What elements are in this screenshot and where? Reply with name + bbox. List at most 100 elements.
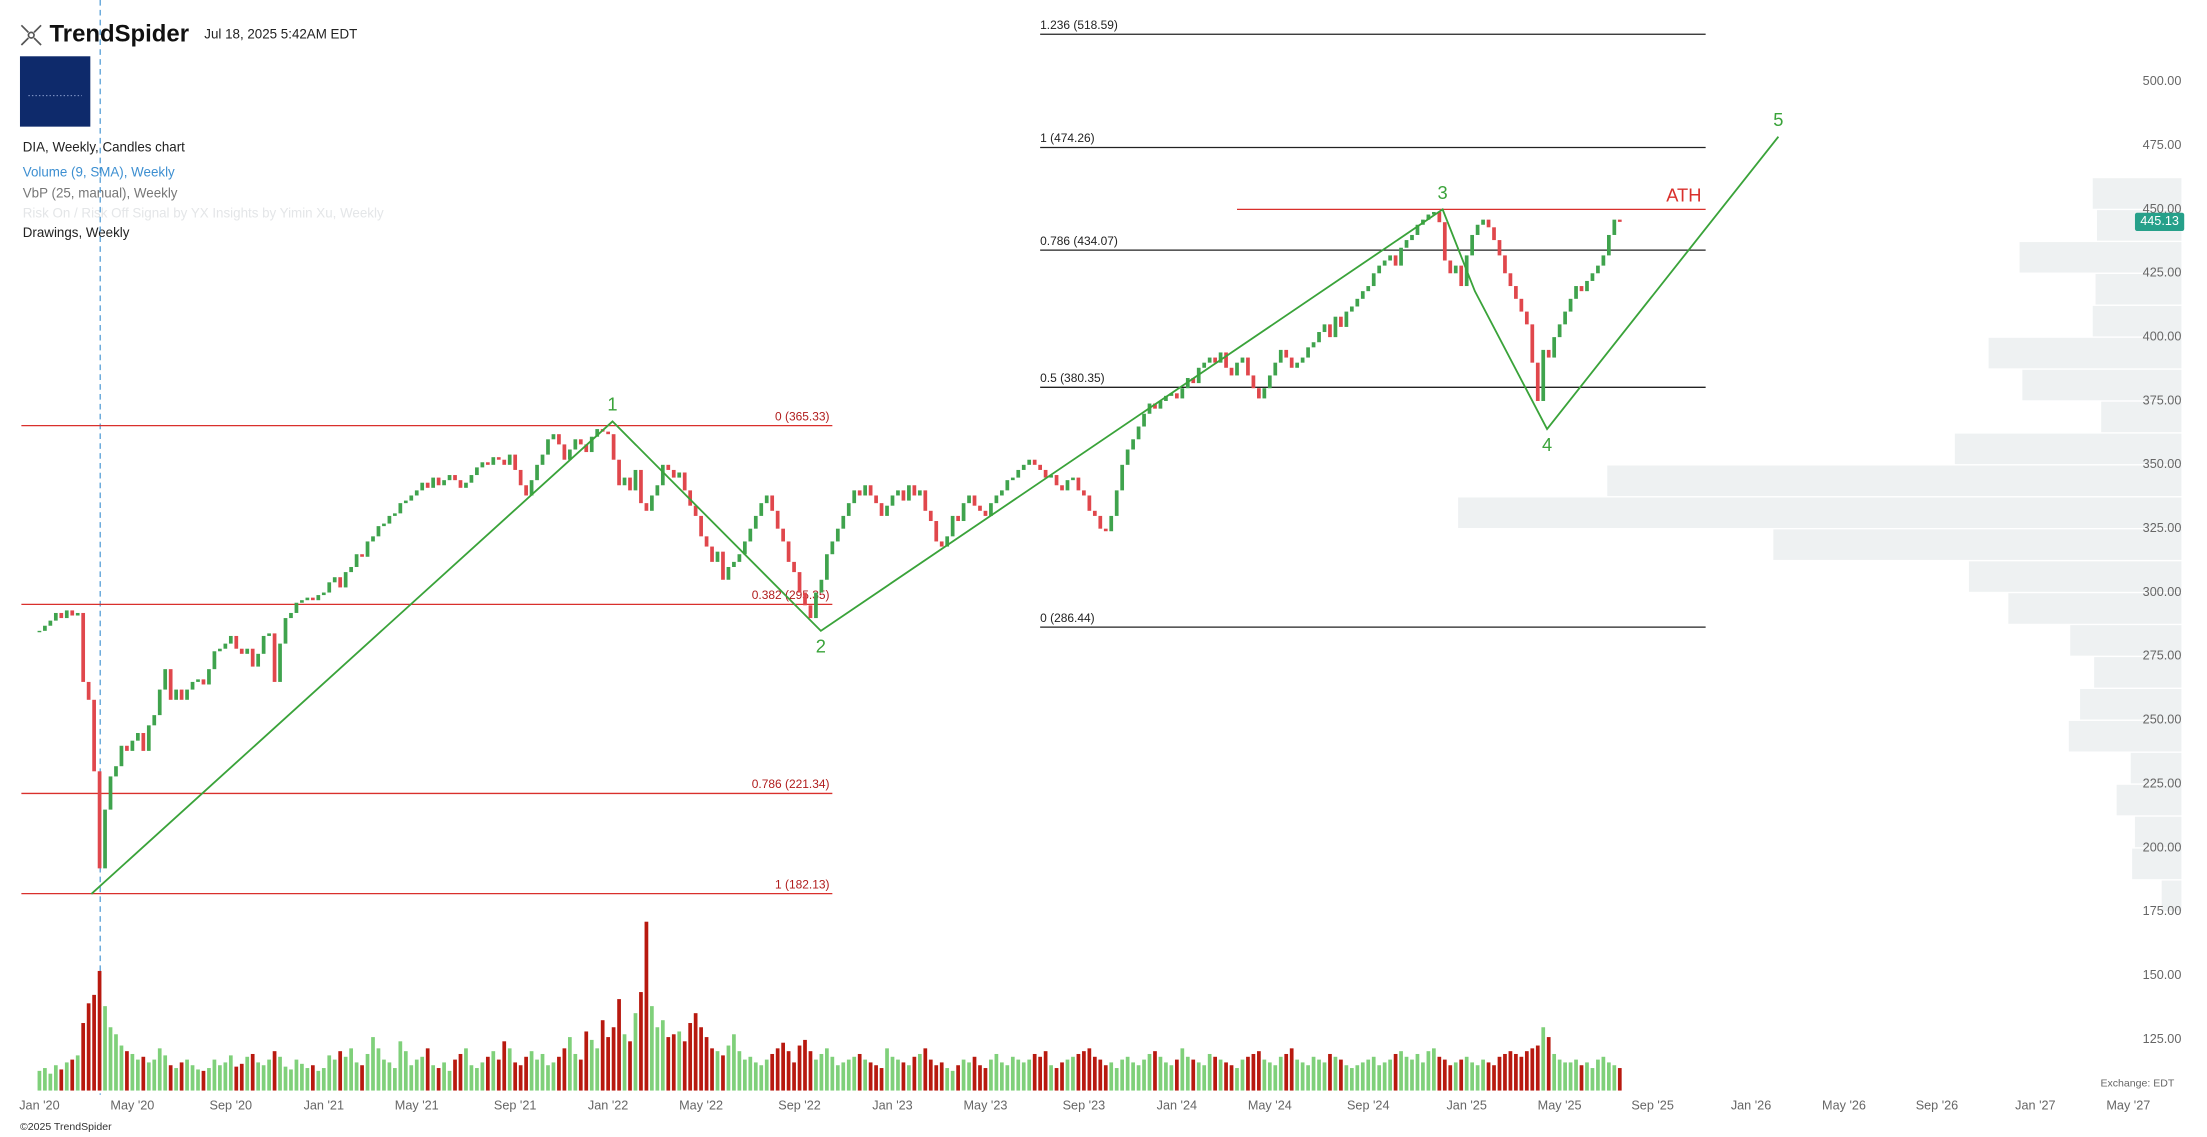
candle (1054, 475, 1059, 486)
vbp-bar (2092, 305, 2182, 337)
volume-bar (600, 1020, 605, 1091)
candle (890, 495, 895, 506)
volume-bar (1174, 1059, 1179, 1091)
candle (163, 669, 168, 690)
candle (584, 444, 589, 453)
volume-profile (1458, 178, 2182, 912)
volume-bar (1388, 1059, 1392, 1091)
volume-bar (338, 1051, 343, 1091)
y-tick-label: 250.00 (2143, 713, 2182, 727)
volume-bar (1278, 1056, 1283, 1091)
candle (1311, 342, 1316, 348)
volume-bar (485, 1056, 490, 1091)
volume-bar (792, 1062, 796, 1091)
candle (1590, 273, 1595, 281)
fib-label: 1 (182.13) (775, 877, 830, 891)
volume-bar (1016, 1059, 1021, 1091)
volume-bar (1262, 1059, 1267, 1091)
candle (1289, 357, 1294, 368)
candle (917, 490, 922, 496)
volume-bar (1475, 1065, 1480, 1091)
vbp-bar (2068, 720, 2182, 752)
volume-bar (825, 1048, 829, 1091)
volume-bar (1530, 1048, 1535, 1091)
volume-bar (611, 1027, 616, 1091)
candle (770, 495, 775, 511)
candle (1262, 388, 1267, 399)
candle (431, 477, 436, 488)
volume-bar (650, 1006, 654, 1091)
candle (75, 612, 80, 616)
candle (1574, 286, 1578, 299)
volume-bar (327, 1055, 332, 1091)
volume-bar (53, 1065, 58, 1091)
legend-item: DIA, Weekly, Candles chart (23, 139, 185, 154)
fib-label: 0.786 (221.34) (752, 777, 830, 791)
x-tick-label: Jan '22 (588, 1098, 628, 1112)
candle (1388, 255, 1392, 261)
candle (595, 429, 600, 437)
candle (507, 454, 512, 465)
candle (589, 436, 594, 453)
vbp-bar (2094, 657, 2182, 688)
vbp-bar (2130, 752, 2182, 784)
volume-bar (710, 1048, 714, 1091)
volume-bar (715, 1051, 720, 1091)
volume-bar (1071, 1056, 1075, 1091)
volume-bar (1404, 1056, 1409, 1091)
volume-bar (939, 1062, 944, 1091)
candle (546, 439, 550, 455)
volume-bar (349, 1048, 353, 1091)
volume-bars (37, 921, 1622, 1091)
candle (403, 500, 408, 504)
candle (283, 618, 288, 644)
candle (289, 612, 293, 619)
candle (956, 515, 960, 522)
volume-bar (1317, 1059, 1321, 1091)
volume-bar (431, 1065, 436, 1091)
volume-bar (1273, 1065, 1278, 1091)
volume-bar (1224, 1062, 1228, 1091)
candle (606, 431, 610, 435)
candle (239, 648, 244, 654)
y-tick-label: 225.00 (2143, 776, 2182, 790)
candle (1016, 469, 1021, 478)
volume-bar (1371, 1056, 1376, 1091)
volume-bar (1492, 1065, 1496, 1091)
legend-item: Risk On / Risk Off Signal by YX Insights… (23, 205, 384, 220)
candle (1382, 260, 1387, 266)
y-tick-label: 475.00 (2143, 138, 2182, 152)
candle (786, 541, 791, 562)
volume-bar (179, 1062, 184, 1091)
volume-bar (1257, 1051, 1261, 1091)
vbp-bar (2116, 784, 2182, 816)
candle (1606, 234, 1611, 256)
candle (671, 469, 676, 478)
candle (1136, 426, 1141, 440)
candle (1180, 388, 1185, 399)
volume-bar (1218, 1059, 1223, 1091)
candle (1360, 291, 1365, 299)
volume-bar (1552, 1053, 1557, 1091)
volume-bar (245, 1056, 250, 1091)
volume-bar (1153, 1051, 1157, 1091)
candle (1284, 349, 1289, 358)
volume-bar (737, 1051, 742, 1091)
volume-bar (218, 1065, 222, 1091)
candle (961, 503, 966, 522)
candle (934, 521, 939, 542)
candle (633, 469, 638, 491)
x-tick-label: Jan '21 (304, 1098, 344, 1112)
candle (939, 541, 944, 547)
candle (1530, 324, 1535, 363)
volume-bar (130, 1053, 135, 1091)
volume-bar (989, 1059, 993, 1091)
volume-bar (190, 1065, 195, 1091)
candle (464, 482, 468, 488)
candle (650, 495, 654, 511)
volume-bar (436, 1068, 441, 1091)
candle (1038, 464, 1043, 470)
volume-bar (97, 970, 102, 1091)
candle (1617, 219, 1622, 222)
candle (196, 679, 200, 682)
